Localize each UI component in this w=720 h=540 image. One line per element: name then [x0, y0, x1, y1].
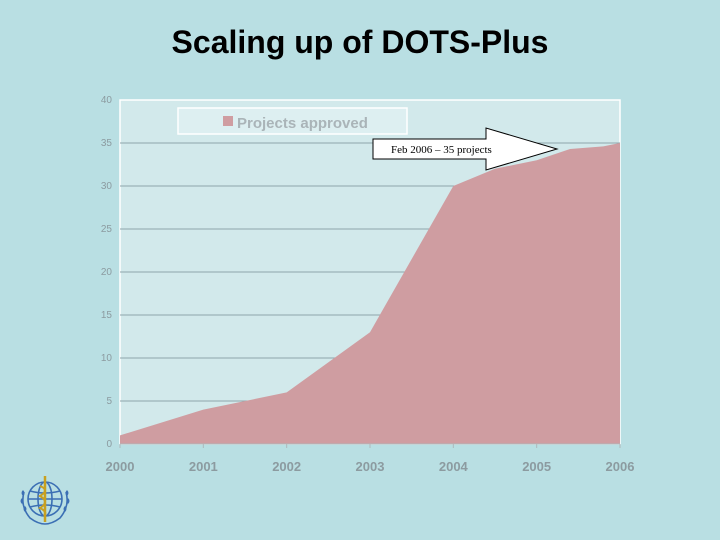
annotation-arrow: Feb 2006 – 35 projects — [372, 127, 559, 171]
area-series-projects-approved — [120, 143, 620, 444]
y-tick-label: 35 — [101, 138, 113, 149]
legend-box — [177, 107, 408, 135]
who-emblem-icon — [20, 476, 70, 525]
y-axis: 0 5 10 15 20 25 30 35 40 — [101, 95, 113, 450]
x-axis: 2000 2001 2002 2003 2004 2005 2006 — [106, 443, 635, 474]
annotation-text: Feb 2006 – 35 projects — [391, 144, 492, 156]
x-tick-label: 2004 — [439, 459, 469, 474]
y-tick-label: 0 — [106, 439, 112, 450]
arrow-shape — [372, 127, 559, 171]
x-tick-label: 2002 — [272, 459, 301, 474]
y-tick-label: 5 — [106, 396, 112, 407]
x-tick-label: 2000 — [106, 459, 135, 474]
y-tick-label: 15 — [101, 310, 113, 321]
legend: Projects approved — [177, 107, 408, 135]
y-tick-label: 20 — [101, 267, 113, 278]
y-tick-label: 25 — [101, 224, 113, 235]
legend-swatch — [223, 116, 233, 126]
y-tick-label: 10 — [101, 353, 113, 364]
x-tick-label: 2005 — [522, 459, 551, 474]
x-tick-label: 2001 — [189, 459, 218, 474]
x-tick-label: 2003 — [356, 459, 385, 474]
x-tick-label: 2006 — [606, 459, 635, 474]
slide-title: Scaling up of DOTS-Plus — [171, 24, 549, 60]
y-tick-label: 30 — [101, 181, 113, 192]
legend-entry-projects-approved: Projects approved — [237, 115, 368, 132]
y-tick-label: 40 — [101, 95, 113, 106]
